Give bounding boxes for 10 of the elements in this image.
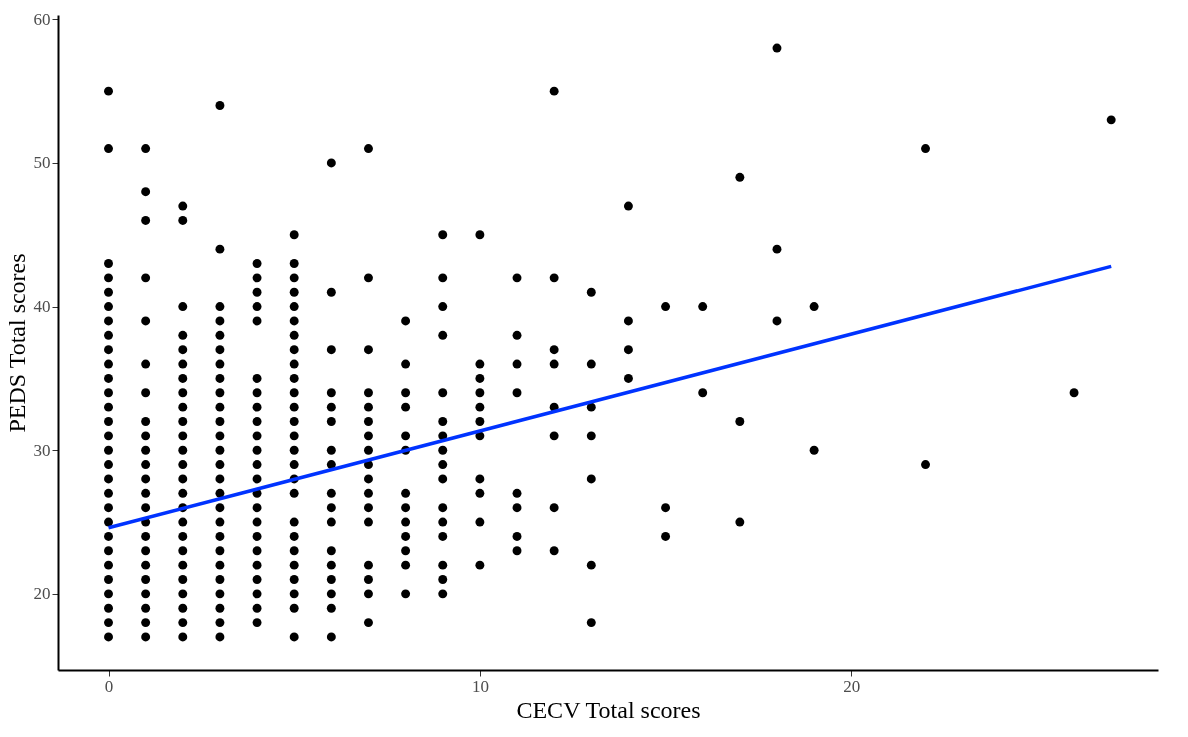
x-tick-label: 20 <box>843 676 861 696</box>
y-axis-title: PEDS Total scores <box>3 253 30 433</box>
y-tick-label: 30 <box>33 440 51 460</box>
y-tick-label: 60 <box>33 9 51 29</box>
y-tick-label: 40 <box>33 297 51 317</box>
y-tick-label: 50 <box>33 153 51 173</box>
y-tick-label: 20 <box>33 584 51 604</box>
x-axis-title: CECV Total scores <box>516 696 701 723</box>
x-tick-label: 0 <box>104 676 114 696</box>
x-tick-label: 10 <box>471 676 489 696</box>
